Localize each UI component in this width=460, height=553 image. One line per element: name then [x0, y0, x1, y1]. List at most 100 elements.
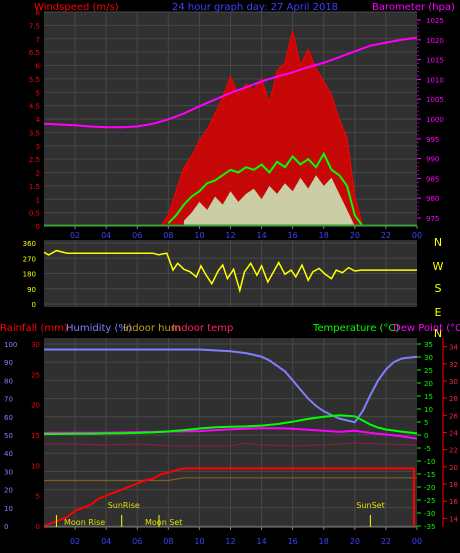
x-tick-label: 20 [350, 537, 360, 546]
windspeed-tick-label: 3.5 [29, 129, 40, 137]
wind-chart-title: 24 hour graph day: 27 April 2018 [172, 2, 338, 13]
barometer-tick-label: 1010 [426, 76, 444, 84]
temperature-tick-label: 0 [424, 432, 428, 440]
humidity-tick-label: 90 [4, 359, 13, 367]
dewpoint-axis-title: Dew Point (°C) [393, 323, 460, 334]
barometer-axis-title: Barometer (hpa) [372, 2, 455, 13]
barometer-tick-label: 1015 [426, 57, 444, 65]
x-tick-label: 22 [381, 537, 391, 546]
x-tick-label: 18 [319, 231, 329, 240]
windspeed-tick-label: 0 [36, 223, 40, 231]
temperature-tick-label: -5 [424, 445, 431, 453]
wind-direction-line [43, 249, 417, 294]
x-tick-label: 14 [256, 231, 266, 240]
indoor-temp-axis-title: Indoor temp [172, 323, 233, 334]
barometer-tick-label: 985 [426, 175, 439, 183]
x-tick-label: 12 [225, 537, 235, 546]
compass-label: E [435, 306, 442, 319]
temperature-tick-label: 15 [424, 393, 433, 401]
barometer-tick-label: 1000 [426, 116, 444, 124]
x-tick-label: 04 [101, 537, 111, 546]
x-tick-label: 22 [381, 231, 391, 240]
dewpoint-tick-label: 28 [449, 395, 458, 403]
x-tick-label: 16 [288, 537, 298, 546]
climate-chart-grid [44, 338, 417, 527]
barometer-line [43, 36, 418, 129]
astronomy-event-label: SunSet [356, 501, 384, 510]
temperature-line [44, 414, 418, 435]
dewpoint-tick-label: 34 [449, 344, 458, 352]
temperature-tick-label: 5 [424, 419, 428, 427]
temperature-tick-label: 10 [424, 406, 433, 414]
windspeed-tick-label: 1 [36, 196, 40, 204]
windspeed-tick-label: 8 [36, 9, 40, 17]
dewpoint-tick-label: 20 [449, 464, 458, 472]
barometer-tick-label: 975 [426, 215, 439, 223]
indoor-hum-axis-title: Indoor hum [123, 323, 181, 334]
temperature-tick-label: -15 [424, 471, 435, 479]
rainfall-tick-label: 25 [31, 371, 40, 379]
dewpoint-tick-label: 14 [449, 515, 458, 523]
windspeed-tick-label: 7 [36, 36, 40, 44]
windspeed-tick-label: 5 [36, 89, 40, 97]
direction-chart-series [43, 249, 417, 294]
windspeed-tick-label: 1.5 [29, 183, 40, 191]
rainfall-tick-label: 0 [36, 523, 40, 531]
wind-lull-area [183, 175, 355, 226]
humidity-line [44, 348, 418, 424]
indoor-temp-line [44, 442, 418, 447]
x-tick-label: 16 [288, 231, 298, 240]
wind-chart-axes: 0 0.5 1 1.5 2 2.5 3 3.5 4 4.5 5 5.5 6 6.5 7 7.5 8 975 980 9… [29, 9, 444, 240]
x-tick-label: 14 [256, 537, 266, 546]
climate-chart-axes: 0102030405060708090100051015202530-35-30… [4, 338, 458, 546]
compass-label: W [433, 260, 444, 273]
dewpoint-tick-label: 16 [449, 498, 458, 506]
direction-tick-label: 0 [32, 301, 36, 309]
indoor-humidity-line [44, 477, 417, 482]
dewpoint-tick-label: 26 [449, 412, 458, 420]
windspeed-tick-label: 3 [36, 143, 40, 151]
compass-label: N [434, 327, 442, 340]
humidity-tick-label: 100 [4, 341, 17, 349]
temperature-axis-title: Temperature (°C) [312, 323, 399, 334]
temperature-tick-label: -25 [424, 497, 435, 505]
windspeed-tick-label: 4.5 [29, 103, 40, 111]
humidity-tick-label: 30 [4, 468, 13, 476]
humidity-tick-label: 0 [4, 523, 8, 531]
rainfall-line [43, 467, 415, 527]
rainfall-tick-label: 20 [31, 402, 40, 410]
direction-tick-label: 90 [27, 286, 36, 294]
temperature-tick-label: 30 [424, 354, 433, 362]
windspeed-tick-label: 2.5 [29, 156, 40, 164]
rainfall-tick-label: 10 [31, 462, 40, 470]
x-tick-label: 10 [194, 231, 204, 240]
x-tick-label: 10 [194, 537, 204, 546]
astronomy-event-label: SunRise [108, 501, 140, 510]
compass-label: S [435, 282, 442, 295]
x-tick-label: 06 [132, 537, 142, 546]
humidity-tick-label: 60 [4, 414, 13, 422]
direction-tick-label: 180 [23, 271, 36, 279]
astronomy-event-label: Moon Rise [64, 518, 105, 527]
x-tick-label: 18 [319, 537, 329, 546]
rainfall-tick-label: 15 [31, 432, 40, 440]
direction-tick-label: 360 [23, 240, 36, 248]
windspeed-tick-label: 4 [36, 116, 41, 124]
humidity-tick-label: 80 [4, 377, 13, 385]
x-tick-label: 02 [70, 537, 80, 546]
barometer-tick-label: 980 [426, 195, 439, 203]
x-tick-label: 06 [132, 231, 142, 240]
temperature-tick-label: -30 [424, 510, 435, 518]
temperature-tick-label: -10 [424, 458, 435, 466]
dewpoint-tick-label: 22 [449, 447, 458, 455]
barometer-tick-label: 1025 [426, 17, 444, 25]
x-tick-label: 00 [412, 231, 422, 240]
barometer-tick-label: 995 [426, 136, 439, 144]
humidity-tick-label: 20 [4, 487, 13, 495]
wind-axis-title: Windspeed (m/s) [34, 2, 119, 13]
wind-chart-series [43, 30, 418, 227]
temperature-tick-label: 35 [424, 341, 433, 349]
x-tick-label: 04 [101, 231, 111, 240]
